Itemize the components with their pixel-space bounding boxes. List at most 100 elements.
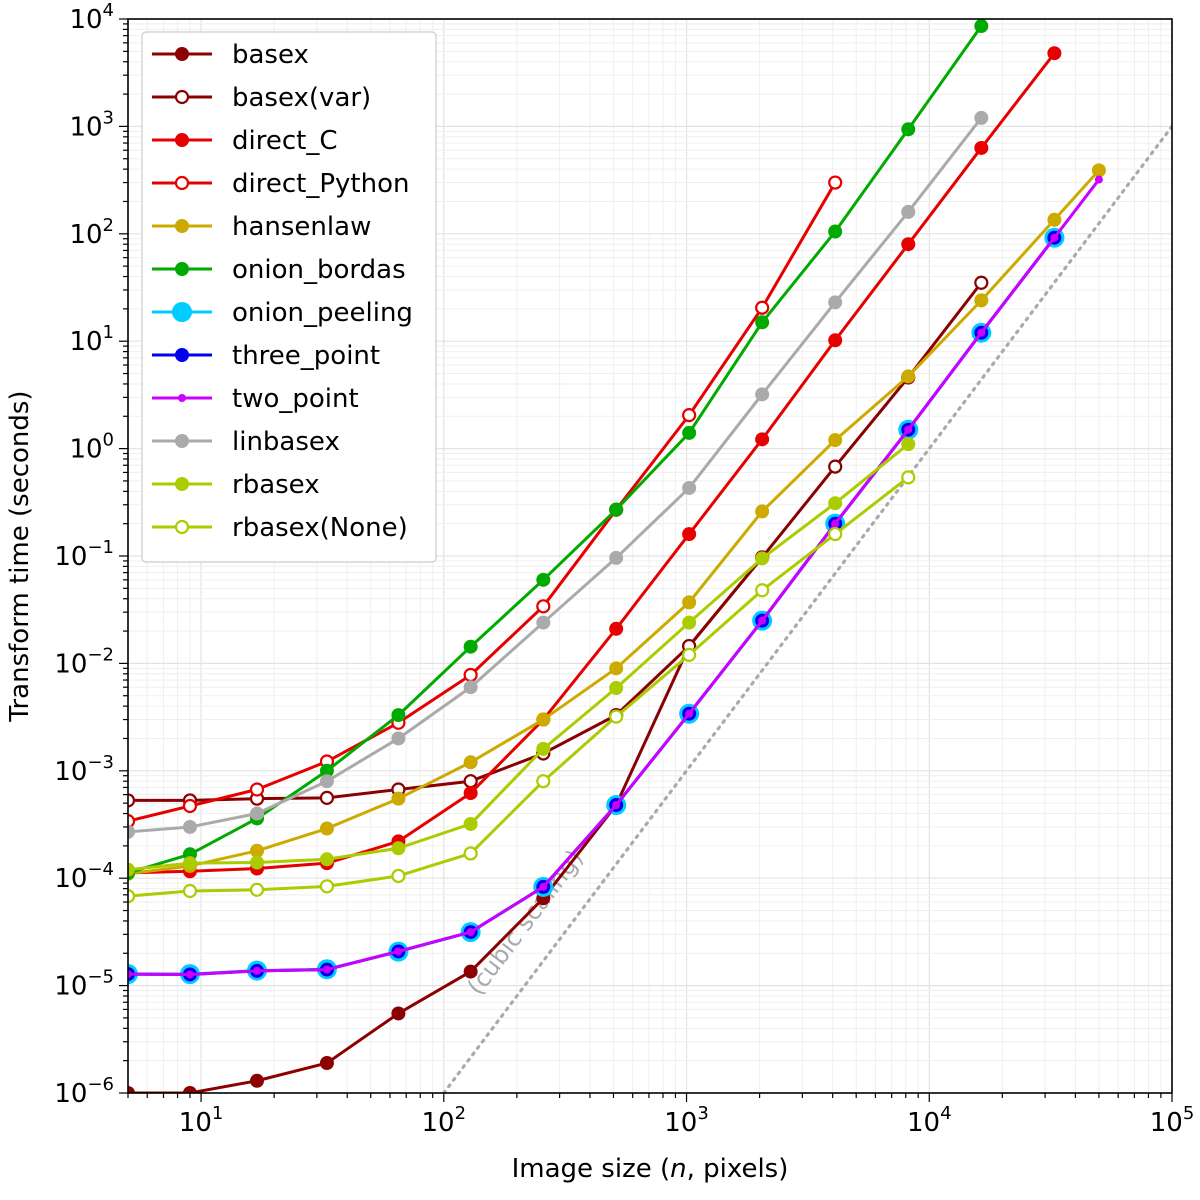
data-point [828, 295, 843, 310]
data-point [536, 774, 551, 789]
legend-label: basex [232, 40, 309, 70]
legend-item: three_point [152, 341, 380, 371]
series-line [128, 52, 1056, 875]
data-point [391, 1006, 406, 1021]
y-tick-label: 10−6 [54, 1074, 114, 1109]
y-tick-label: 102 [69, 215, 114, 250]
data-point [758, 616, 767, 625]
data-point [391, 708, 406, 723]
legend-item: basex [152, 40, 309, 70]
data-point [319, 879, 335, 894]
legend-label: rbasex(None) [232, 513, 408, 543]
data-point [319, 763, 334, 778]
legend-swatch-marker [174, 519, 190, 535]
legend-swatch-marker [174, 89, 190, 105]
legend-label: two_point [232, 384, 359, 414]
legend-item: basex(var) [152, 83, 371, 113]
legend-item: linbasex [152, 427, 340, 457]
data-point [901, 204, 916, 219]
data-point [182, 798, 198, 814]
x-axis-label: Image size (n, pixels) [512, 1154, 789, 1184]
data-point [463, 816, 478, 831]
data-point [904, 425, 913, 434]
data-point [609, 709, 624, 724]
data-point [463, 774, 478, 789]
data-point [128, 889, 136, 904]
data-point [463, 964, 478, 979]
legend-item: rbasex [152, 470, 320, 500]
data-point [463, 786, 478, 801]
data-point [682, 647, 697, 662]
series-rbasex-none- [128, 470, 916, 904]
legend-swatch-marker [175, 477, 189, 491]
legend-swatch-marker [175, 219, 189, 233]
series-linbasex [128, 110, 989, 839]
legend-label: hansenlaw [232, 212, 371, 242]
y-tick-label: 100 [69, 430, 114, 465]
x-tick-label: 102 [422, 1103, 467, 1138]
data-point [609, 681, 624, 696]
data-point [682, 425, 697, 440]
data-point [463, 667, 478, 683]
data-point [682, 480, 697, 495]
data-point [609, 621, 624, 636]
data-point [128, 1086, 135, 1093]
x-axis-label-part: n [670, 1154, 686, 1184]
data-point [182, 883, 198, 899]
series [128, 19, 1106, 1093]
data-point [901, 122, 916, 137]
x-tick-label: 104 [907, 1103, 952, 1138]
legend-label: rbasex [232, 470, 320, 500]
x-tick-label: 103 [664, 1103, 709, 1138]
data-point [319, 774, 334, 789]
data-point [539, 882, 548, 891]
data-point [828, 433, 843, 448]
legend-box [141, 31, 437, 563]
data-point [128, 824, 135, 839]
data-point [394, 947, 403, 956]
y-tick-label: 103 [69, 107, 114, 142]
data-point [250, 843, 265, 858]
data-point [1094, 175, 1103, 184]
data-point [463, 680, 478, 695]
data-point [755, 300, 770, 315]
legend: basex basex(var) direct_C direct_Pythonhans… [141, 31, 437, 563]
legend-item: rbasex(None) [152, 513, 408, 543]
y-tick-label: 10−2 [54, 644, 114, 679]
legend-swatch-marker [178, 394, 186, 402]
data-point [249, 782, 265, 797]
data-point [391, 731, 406, 746]
data-point [685, 709, 694, 718]
data-point [128, 814, 136, 829]
legend-label: three_point [232, 341, 380, 371]
data-point [249, 882, 265, 897]
data-point [755, 551, 770, 566]
legend-label: direct_C [232, 126, 338, 156]
ticks [119, 18, 1173, 1102]
data-point [536, 712, 551, 727]
data-point [536, 741, 551, 756]
data-point [182, 819, 197, 834]
legend-item: onion_peeling [152, 298, 413, 328]
y-tick-label: 10−1 [54, 537, 114, 572]
data-point [463, 755, 478, 770]
legend-item: onion_bordas [152, 255, 406, 285]
data-point [536, 572, 551, 587]
data-point [828, 526, 843, 542]
data-point [609, 502, 624, 517]
legend-label: onion_peeling [232, 298, 413, 328]
series-two-point [128, 175, 1103, 979]
legend-swatch-marker [175, 262, 189, 276]
tick-labels: 101 102 103 104 105 10−6 10−5 10−4 10−3 10−2 10−1 1… [54, 0, 1194, 1138]
data-point [1050, 233, 1059, 242]
data-point [253, 966, 262, 975]
data-point [755, 504, 770, 519]
data-point [182, 1086, 197, 1093]
data-point [250, 806, 265, 821]
legend-label: basex(var) [232, 83, 371, 113]
data-point [755, 387, 770, 402]
data-point [977, 328, 986, 337]
legend-item: two_point [152, 384, 359, 414]
data-point [322, 965, 331, 974]
